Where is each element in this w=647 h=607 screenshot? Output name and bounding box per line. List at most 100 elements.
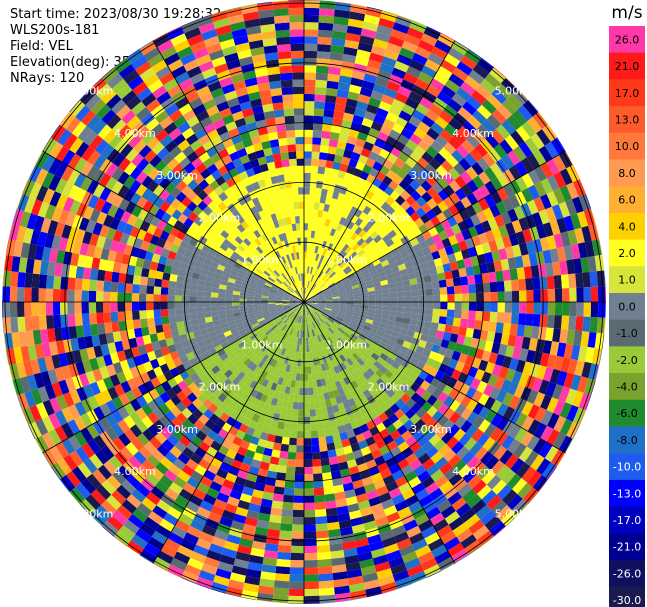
- velocity-gate: [415, 207, 426, 218]
- velocity-gate: [358, 220, 368, 230]
- velocity-gate: [240, 374, 250, 384]
- velocity-gate: [176, 275, 185, 283]
- velocity-gate: [260, 370, 269, 379]
- velocity-gate: [370, 90, 384, 101]
- velocity-gate: [199, 476, 213, 488]
- velocity-gate: [490, 176, 503, 191]
- velocity-gate: [237, 351, 246, 360]
- velocity-gate: [186, 402, 198, 414]
- velocity-gate: [403, 285, 412, 292]
- velocity-gate: [203, 408, 214, 420]
- velocity-gate: [304, 187, 310, 195]
- velocity-gate: [524, 137, 539, 154]
- velocity-gate: [366, 489, 379, 500]
- velocity-gate: [214, 142, 226, 153]
- velocity-gate: [530, 454, 545, 471]
- velocity-gate: [315, 261, 320, 269]
- velocity-gate: [514, 255, 524, 269]
- velocity-gate: [371, 382, 381, 392]
- velocity-gate: [147, 536, 165, 551]
- velocity-gate: [356, 417, 366, 427]
- velocity-gate: [453, 478, 468, 492]
- velocity-gate: [327, 73, 340, 83]
- velocity-gate: [419, 423, 431, 436]
- velocity-gate: [346, 568, 363, 579]
- velocity-gate: [282, 271, 289, 279]
- velocity-gate: [373, 360, 383, 370]
- velocity-gate: [486, 494, 502, 510]
- velocity-gate: [274, 479, 286, 488]
- velocity-gate: [425, 209, 437, 220]
- velocity-gate: [270, 342, 277, 351]
- velocity-gate: [267, 321, 275, 328]
- velocity-gate: [347, 273, 356, 280]
- velocity-gate: [171, 525, 187, 539]
- velocity-gate: [196, 54, 212, 66]
- velocity-gate: [229, 231, 238, 240]
- velocity-gate: [240, 530, 255, 541]
- velocity-gate: [372, 554, 389, 566]
- velocity-gate: [426, 84, 441, 98]
- velocity-gate: [198, 210, 208, 221]
- velocity-gate: [390, 393, 401, 404]
- velocity-gate: [350, 121, 362, 132]
- velocity-gate: [314, 277, 320, 284]
- velocity-gate: [495, 389, 508, 403]
- velocity-gate: [566, 404, 579, 422]
- velocity-gate: [216, 361, 226, 370]
- velocity-gate: [225, 247, 235, 256]
- velocity-gate: [329, 228, 337, 237]
- velocity-gate: [348, 582, 366, 593]
- velocity-gate: [288, 444, 297, 453]
- velocity-gate: [483, 383, 495, 397]
- velocity-gate: [58, 352, 69, 367]
- velocity-gate: [328, 66, 341, 76]
- velocity-gate: [319, 255, 325, 263]
- velocity-gate: [326, 383, 333, 393]
- velocity-gate: [2, 317, 5, 334]
- velocity-gate: [346, 304, 355, 308]
- velocity-gate: [280, 523, 293, 532]
- velocity-gate: [304, 481, 314, 489]
- velocity-gate: [358, 374, 368, 384]
- velocity-gate: [270, 397, 278, 406]
- velocity-gate: [366, 593, 383, 598]
- velocity-gate: [397, 296, 405, 302]
- velocity-gate: [239, 291, 248, 296]
- velocity-gate: [576, 287, 584, 302]
- velocity-gate: [526, 290, 534, 302]
- velocity-gate: [103, 312, 112, 323]
- velocity-gate: [314, 501, 326, 510]
- velocity-gate: [331, 37, 346, 47]
- velocity-gate: [554, 302, 563, 316]
- velocity-gate: [312, 321, 317, 329]
- velocity-gate: [288, 595, 304, 604]
- velocity-gate: [213, 356, 223, 366]
- velocity-gate: [172, 357, 183, 368]
- velocity-gate: [470, 255, 480, 267]
- velocity-gate: [279, 210, 287, 219]
- velocity-gate: [476, 432, 490, 447]
- velocity-gate: [310, 173, 318, 181]
- velocity-gate: [177, 213, 188, 224]
- velocity-gate: [247, 561, 263, 572]
- velocity-gate: [367, 287, 375, 292]
- velocity-gate: [304, 136, 313, 145]
- velocity-gate: [132, 284, 140, 294]
- velocity-gate: [460, 196, 472, 209]
- velocity-gate: [317, 342, 322, 350]
- velocity-gate: [491, 250, 501, 262]
- velocity-gate: [86, 244, 96, 258]
- velocity-gate: [236, 205, 246, 215]
- velocity-gate: [468, 69, 485, 85]
- velocity-gate: [282, 501, 294, 510]
- velocity-gate: [496, 403, 509, 417]
- velocity-gate: [275, 304, 283, 307]
- velocity-gate: [113, 383, 125, 397]
- velocity-gate: [47, 368, 59, 385]
- velocity-gate: [249, 215, 258, 224]
- velocity-gate: [580, 257, 590, 273]
- velocity-gate: [35, 168, 49, 186]
- velocity-gate: [186, 151, 199, 163]
- velocity-gate: [117, 302, 125, 312]
